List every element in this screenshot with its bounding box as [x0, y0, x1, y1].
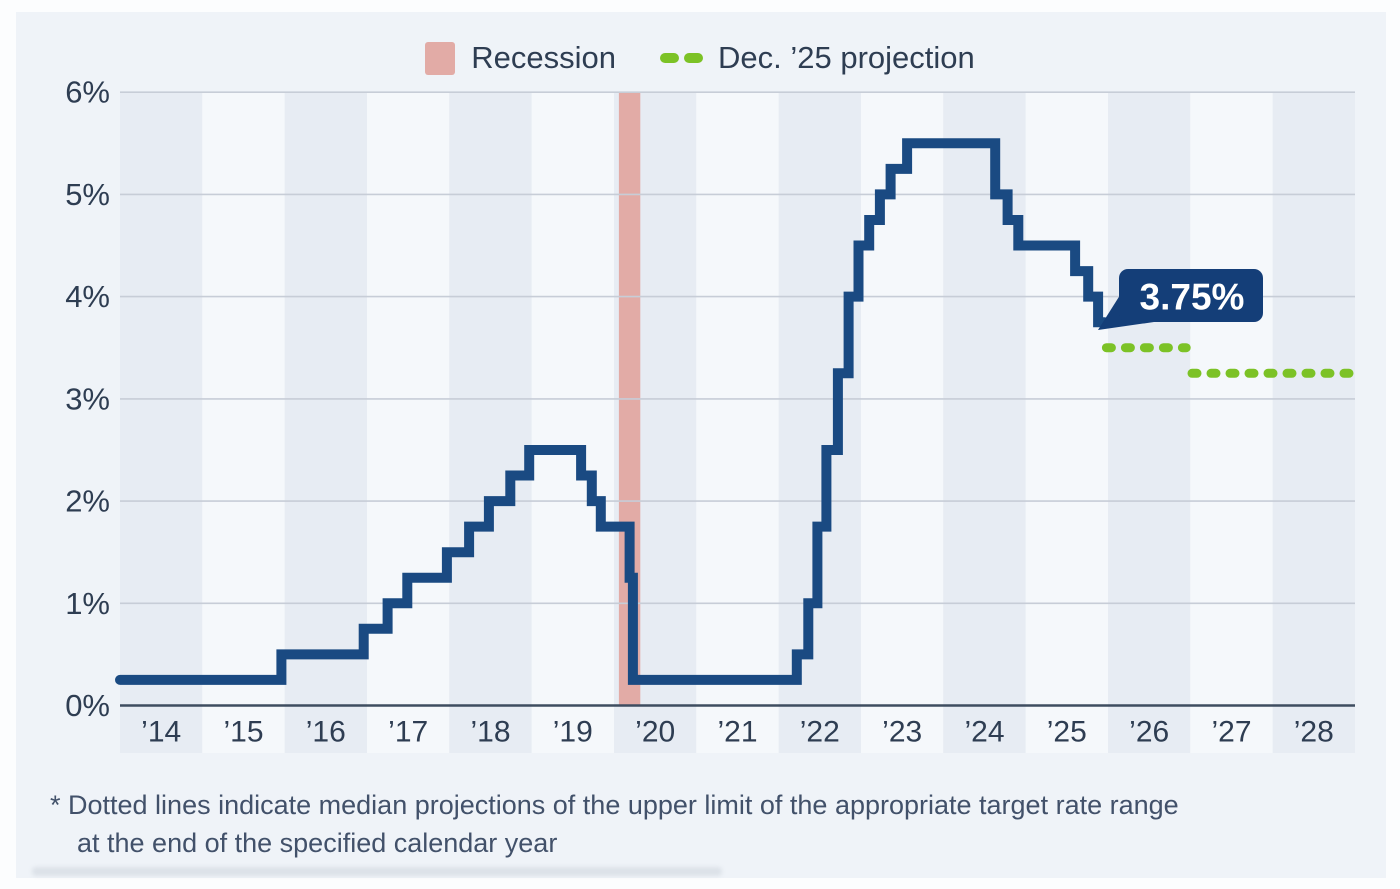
- x-tick-16: ’16: [306, 716, 346, 749]
- rate-callout-box: [1119, 269, 1263, 322]
- y-tick-4pct: 4%: [65, 279, 110, 314]
- y-tick-2pct: 2%: [65, 484, 110, 519]
- year-band-2019: [531, 92, 614, 753]
- year-band-2022: [778, 92, 861, 753]
- y-tick-3pct: 3%: [65, 381, 110, 416]
- year-band-2028: [1272, 92, 1355, 753]
- year-band-2026: [1108, 92, 1191, 753]
- chart-legend: Recession Dec. ’25 projection: [0, 38, 1400, 78]
- year-band-2018: [449, 92, 532, 753]
- year-band-2017: [367, 92, 450, 753]
- projection-legend-dashes-icon: [660, 53, 703, 63]
- year-band-2024: [943, 92, 1026, 753]
- year-band-2027: [1190, 92, 1273, 753]
- year-band-2015: [202, 92, 285, 753]
- footnote-line-2: at the end of the specified calendar yea…: [77, 828, 558, 858]
- x-tick-24: ’24: [964, 716, 1004, 749]
- y-tick-0pct: 0%: [65, 688, 110, 723]
- rate-callout-value: 3.75%: [1140, 277, 1245, 318]
- footnote-line-1: * Dotted lines indicate median projectio…: [50, 790, 1179, 820]
- x-tick-15: ’15: [223, 716, 263, 749]
- x-tick-21: ’21: [717, 716, 757, 749]
- x-tick-17: ’17: [388, 716, 428, 749]
- year-band-2016: [284, 92, 367, 753]
- x-tick-22: ’22: [800, 716, 840, 749]
- year-band-2021: [696, 92, 779, 753]
- year-band-2014: [120, 92, 203, 753]
- y-tick-1pct: 1%: [65, 586, 110, 621]
- x-tick-25: ’25: [1047, 716, 1087, 749]
- x-tick-18: ’18: [470, 716, 510, 749]
- recession-legend-label: Recession: [471, 40, 616, 75]
- year-band-2025: [1025, 92, 1108, 753]
- y-tick-6pct: 6%: [65, 75, 110, 110]
- x-tick-26: ’26: [1129, 716, 1169, 749]
- x-tick-23: ’23: [882, 716, 922, 749]
- fed-rate-step-line: [115, 138, 1110, 685]
- x-tick-28: ’28: [1294, 716, 1334, 749]
- projection-legend-label: Dec. ’25 projection: [718, 40, 975, 75]
- footnote: * Dotted lines indicate median projectio…: [50, 786, 1179, 862]
- chart-plot-layer: 0% 1% 2% 3% 4% 5% 6% ’14 ’15 ’16 ’17 ’18 ’19 ’20 ’21 ’2…: [65, 75, 1357, 753]
- year-band-2023: [861, 92, 944, 753]
- x-tick-20: ’20: [635, 716, 675, 749]
- rate-callout: 3.75%: [1098, 269, 1263, 330]
- x-tick-27: ’27: [1211, 716, 1251, 749]
- y-tick-5pct: 5%: [65, 177, 110, 212]
- recession-legend-swatch-icon: [425, 41, 456, 75]
- cropped-attribution-artifact: [32, 867, 722, 876]
- x-tick-19: ’19: [553, 716, 593, 749]
- x-tick-14: ’14: [141, 716, 181, 749]
